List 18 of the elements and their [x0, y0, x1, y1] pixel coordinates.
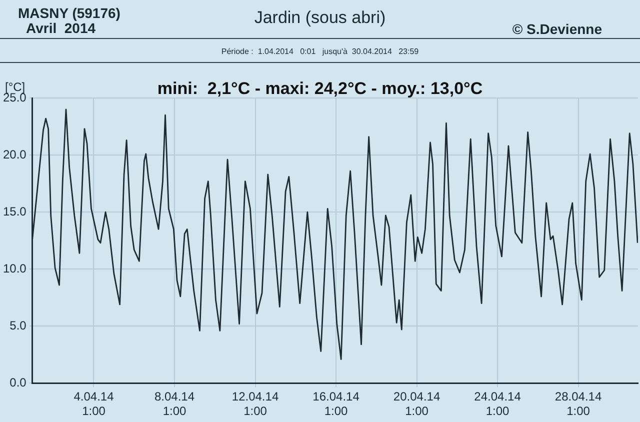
y-tick-label: 5.0 [10, 318, 27, 332]
x-tick-label: 16.04.14 1:00 [312, 390, 360, 418]
x-tick-label: 24.04.14 1:00 [474, 390, 522, 418]
y-tick-label: 15.0 [2, 204, 27, 218]
x-tick-label: 4.04.14 1:00 [74, 390, 114, 418]
text: Période : 1.04.2014 0:01 jusqu'à 30.04.2014 23:59 [220, 47, 420, 56]
chart-title: Jardin (sous abri) [254, 8, 386, 27]
y-tick-label: 20.0 [2, 147, 27, 162]
x-tick-label: 28.04.14 1:00 [554, 390, 602, 418]
y-tick-label: 0.0 [10, 376, 27, 390]
x-tick-label: 20.04.14 1:00 [393, 390, 440, 418]
text: Avril 2014 [26, 20, 96, 36]
x-tick-label: 8.04.14 1:00 [154, 390, 195, 418]
x-tick-label: 12.04.14 1:00 [232, 390, 279, 418]
text: MASNY (59176) [18, 5, 120, 21]
chart-subtitle: mini: 2,1°C - maxi: 24,2°C - moy.: 13,0°C [157, 79, 483, 98]
y-tick-label: 10.0 [2, 261, 27, 276]
text: © S.Devienne [512, 21, 602, 37]
